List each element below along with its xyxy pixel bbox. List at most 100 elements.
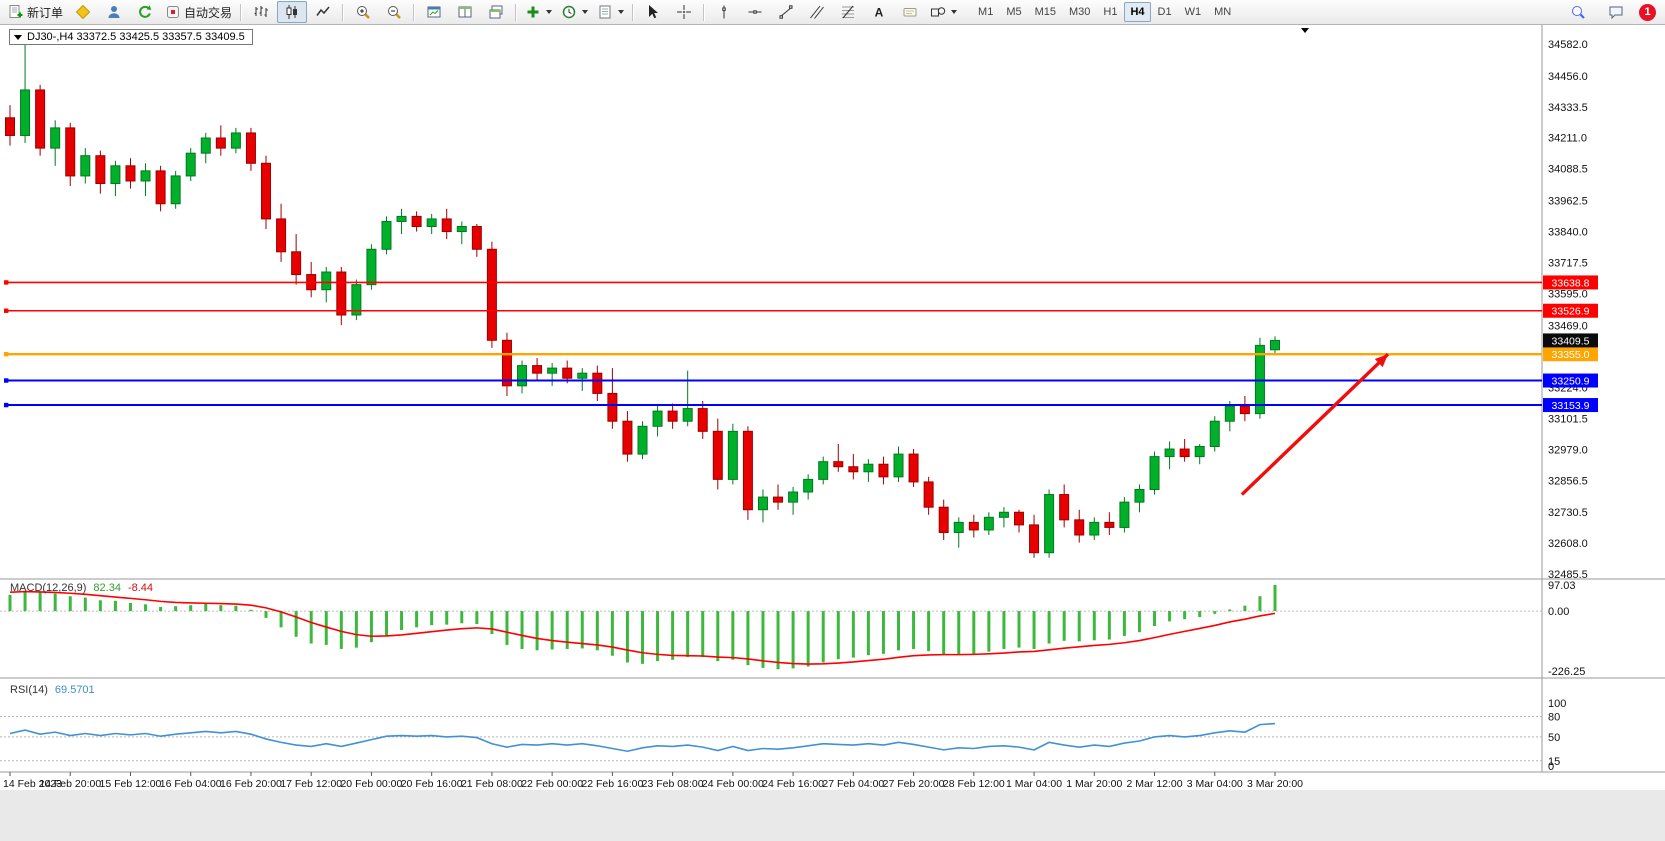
text-icon: A: [871, 4, 887, 20]
zoom-out-button[interactable]: [379, 1, 409, 23]
price-badge-33250.9: 33250.9: [1543, 373, 1598, 388]
timeframe-mn[interactable]: MN: [1214, 6, 1232, 18]
hline-handle[interactable]: [4, 378, 9, 383]
fibonacci-icon: [840, 4, 856, 20]
hline-33526.9[interactable]: [4, 308, 1542, 313]
bar-chart-icon: [253, 4, 269, 20]
svg-text:33526.9: 33526.9: [1552, 306, 1590, 318]
timeframe-m1[interactable]: M1: [978, 6, 994, 18]
timeframe-m30[interactable]: M30: [1069, 6, 1091, 18]
new-order-label: 新订单: [27, 5, 64, 20]
candle-body: [80, 155, 91, 177]
candle-body: [155, 170, 166, 205]
trendline-tool-button[interactable]: [771, 1, 801, 23]
new-order-button[interactable]: 新订单: [4, 1, 67, 23]
timeframe-m5[interactable]: M5: [1006, 6, 1022, 18]
svg-text:24 Feb 00:00: 24 Feb 00:00: [702, 778, 764, 790]
timeframe-h1[interactable]: H1: [1103, 6, 1118, 18]
periods-button[interactable]: [557, 1, 592, 23]
macd-axis-label: -226.25: [1548, 666, 1585, 678]
candle-body: [170, 175, 181, 205]
svg-text:33153.9: 33153.9: [1552, 400, 1590, 412]
timeframe-d1[interactable]: D1: [1157, 6, 1172, 18]
window-tile-button[interactable]: [450, 1, 480, 23]
vertical-line-tool-button[interactable]: [709, 1, 739, 23]
text-tool-button[interactable]: A: [864, 1, 894, 23]
dropdown-caret-icon: [582, 10, 589, 14]
chart-title-box[interactable]: DJ30-,H4 33372.5 33425.5 33357.5 33409.5: [9, 29, 253, 45]
refresh-button[interactable]: [130, 1, 160, 23]
new-chart-icon: [426, 4, 442, 20]
candle-body: [261, 162, 272, 220]
editor-button[interactable]: [68, 1, 98, 23]
timeframe-h4[interactable]: H4: [1124, 2, 1151, 22]
hline-33153.9[interactable]: [4, 402, 1542, 408]
svg-text:27 Feb 20:00: 27 Feb 20:00: [883, 778, 945, 790]
symbol-dropdown-icon[interactable]: [14, 34, 22, 40]
chart-canvas[interactable]: 34582.0 34456.0 34333.5 34211.0 34088.5 33962…: [0, 24, 1665, 841]
hline-handle[interactable]: [4, 402, 9, 408]
trendline-icon: [778, 4, 794, 20]
candle-body: [667, 410, 678, 422]
svg-text:34582.0: 34582.0: [1548, 39, 1588, 51]
timeframe-m15[interactable]: M15: [1034, 6, 1056, 18]
profile-icon: [106, 4, 122, 20]
candle-body: [95, 155, 106, 185]
candle-body: [1209, 420, 1220, 448]
channel-icon: [809, 4, 825, 20]
hline-33250.9[interactable]: [4, 378, 1542, 383]
svg-text:33840.0: 33840.0: [1548, 227, 1588, 239]
chat-button[interactable]: [1601, 1, 1631, 23]
zoom-in-button[interactable]: [348, 1, 378, 23]
candle-body: [1134, 488, 1145, 503]
svg-text:33101.5: 33101.5: [1548, 413, 1588, 425]
candle-body: [923, 481, 934, 508]
svg-text:20 Feb 16:00: 20 Feb 16:00: [401, 778, 463, 790]
toolbar-separator: [240, 3, 243, 21]
text-label-tool-button[interactable]: [895, 1, 925, 23]
notification-badge[interactable]: 1: [1639, 3, 1656, 21]
hline-handle[interactable]: [4, 352, 9, 357]
profile-button[interactable]: [99, 1, 129, 23]
candle-body: [50, 127, 61, 149]
chart-scroll-marker-icon[interactable]: [1301, 28, 1309, 33]
bar-chart-button[interactable]: [246, 1, 276, 23]
candle-body: [486, 248, 497, 341]
svg-text:32979.0: 32979.0: [1548, 444, 1588, 456]
candle-body: [607, 392, 618, 422]
candle-body: [1029, 524, 1040, 554]
search-button[interactable]: [1563, 1, 1593, 23]
channel-tool-button[interactable]: [802, 1, 832, 23]
candle-body: [215, 137, 226, 149]
svg-text:17 Feb 12:00: 17 Feb 12:00: [280, 778, 342, 790]
candle-body: [532, 365, 543, 374]
crosshair-tool-button[interactable]: [669, 1, 699, 23]
line-chart-button[interactable]: [308, 1, 338, 23]
hline-handle[interactable]: [4, 308, 9, 313]
auto-trading-button[interactable]: 自动交易: [161, 1, 236, 23]
candlestick-chart-button[interactable]: [277, 1, 308, 23]
window-cascade-button[interactable]: [481, 1, 511, 23]
hline-33638.8[interactable]: [4, 280, 1542, 285]
hline-33355.0[interactable]: [4, 352, 1542, 357]
cursor-tool-button[interactable]: [638, 1, 668, 23]
svg-text:33638.8: 33638.8: [1552, 277, 1590, 289]
templates-button[interactable]: [593, 1, 628, 23]
rsi-axis-label: 50: [1548, 732, 1560, 744]
shapes-tool-button[interactable]: [926, 1, 961, 23]
svg-text:1 Mar 20:00: 1 Mar 20:00: [1066, 778, 1122, 790]
hline-handle[interactable]: [4, 280, 9, 285]
new-chart-button[interactable]: [419, 1, 449, 23]
candle-body: [441, 218, 452, 233]
svg-text:34211.0: 34211.0: [1548, 133, 1587, 145]
candle-body: [245, 132, 256, 164]
candle-body: [5, 117, 15, 136]
horizontal-line-tool-button[interactable]: [740, 1, 770, 23]
fibonacci-tool-button[interactable]: [833, 1, 863, 23]
timeframe-w1[interactable]: W1: [1184, 6, 1202, 18]
periods-clock-icon: [561, 4, 577, 20]
candle-body: [1254, 344, 1265, 415]
add-indicator-button[interactable]: [521, 1, 556, 23]
trend-arrow[interactable]: [1240, 352, 1390, 496]
price-badge-33526.9: 33526.9: [1543, 303, 1598, 318]
